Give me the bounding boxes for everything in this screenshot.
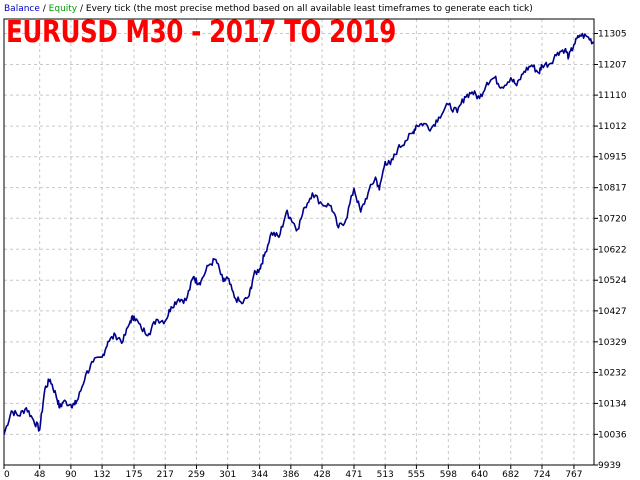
chart-legend: Balance / Equity / Every tick (the most … [4,4,533,14]
x-tick-label: 132 [93,470,110,480]
legend-balance: Balance [4,4,40,14]
x-tick-label: 598 [440,470,457,480]
y-tick-label: 10524 [598,276,627,286]
x-tick-label: 217 [157,470,174,480]
x-tick-label: 48 [34,470,46,480]
x-tick-label: 640 [471,470,488,480]
x-tick-label: 386 [282,470,299,480]
series-line-balance [3,32,595,435]
y-tick-label: 10036 [598,430,627,440]
y-tick-label: 9939 [598,461,621,471]
y-tick-label: 10427 [598,307,627,317]
y-tick-label: 10134 [598,399,627,409]
legend-equity: Equity [48,4,78,14]
x-tick-label: 90 [65,470,77,480]
plot-frame [3,18,595,466]
x-tick-label: 175 [125,470,142,480]
y-axis-ticks: 11305 11207 11110 11012 10915 10817 10720 10622… [598,30,627,471]
y-tick-label: 10817 [598,184,627,194]
x-tick-label: 682 [502,470,519,480]
x-tick-label: 0 [4,470,10,480]
chart-grid [4,19,594,466]
y-tick-label: 10720 [598,214,627,224]
x-axis-ticks: 0 48 90 132 175 217 259 301 344 386 428 471 513 555 59… [4,470,583,480]
x-tick-label: 513 [377,470,394,480]
y-tick-label: 11207 [598,60,627,70]
x-tick-label: 555 [408,470,425,480]
y-tick-label: 11110 [598,91,627,101]
y-tick-label: 10915 [598,153,627,163]
x-tick-label: 471 [345,470,362,480]
series-layer [3,32,595,435]
x-tick-label: 428 [313,470,330,480]
chart-title: EURUSD M30 - 2017 TO 2019 [6,15,396,50]
y-tick-label: 10622 [598,245,627,255]
y-tick-label: 11305 [598,30,627,40]
legend-separator: / [39,4,49,14]
y-tick-label: 10329 [598,338,627,348]
x-tick-label: 724 [533,470,550,480]
x-tick-label: 259 [188,470,205,480]
x-tick-label: 344 [251,470,268,480]
x-tick-label: 767 [565,470,582,480]
legend-description: / Every tick (the most precise method ba… [77,4,533,14]
x-tick-label: 301 [219,470,236,480]
chart-axes [3,18,598,469]
y-tick-label: 10232 [598,368,627,378]
y-tick-label: 11012 [598,122,627,132]
